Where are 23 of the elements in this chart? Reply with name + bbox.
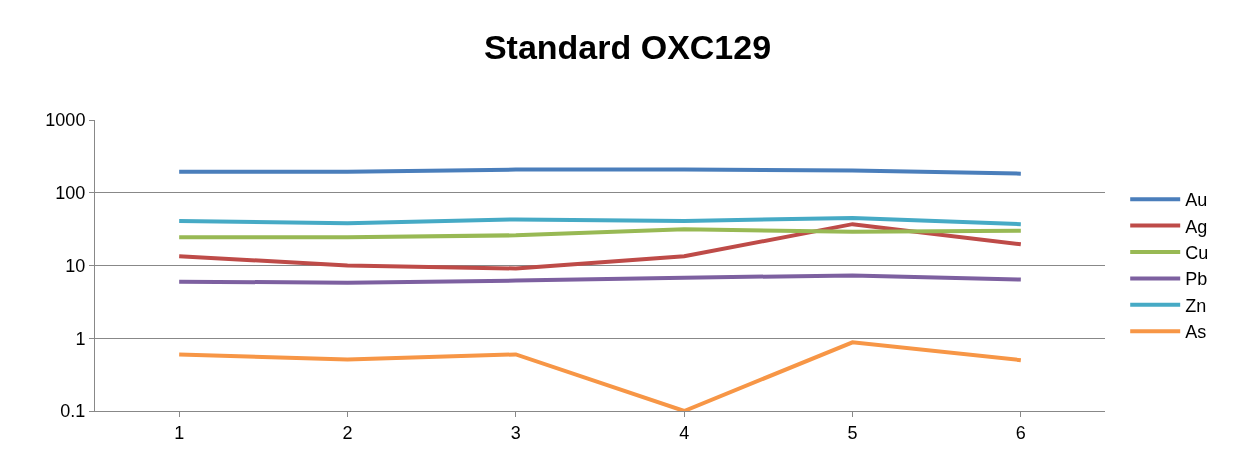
legend-label: Cu (1185, 243, 1209, 264)
x-tick-label: 4 (679, 422, 690, 443)
y-tick-label: 100 (55, 183, 86, 204)
legend-label: Zn (1185, 295, 1207, 316)
chart-title: Standard OXC129 (483, 28, 772, 66)
line-series (177, 222, 1023, 271)
x-tick-label: 2 (342, 422, 353, 443)
y-tick-label: 0.1 (60, 401, 86, 422)
line-series (177, 215, 1023, 227)
y-tick-label: 1 (75, 328, 86, 349)
line-series (177, 273, 1023, 285)
line-series (177, 227, 1023, 240)
legend-label: Au (1185, 190, 1208, 211)
x-tick-label: 6 (1015, 422, 1026, 443)
y-tick-label: 10 (65, 255, 86, 276)
line-series (177, 340, 1023, 411)
y-tick-label: 1000 (45, 110, 86, 131)
x-tick-label: 1 (174, 422, 185, 443)
x-tick-label: 5 (847, 422, 858, 443)
legend-label: As (1185, 322, 1207, 343)
legend-label: Pb (1185, 269, 1208, 290)
x-tick-label: 3 (510, 422, 521, 443)
legend-label: Ag (1185, 216, 1208, 237)
